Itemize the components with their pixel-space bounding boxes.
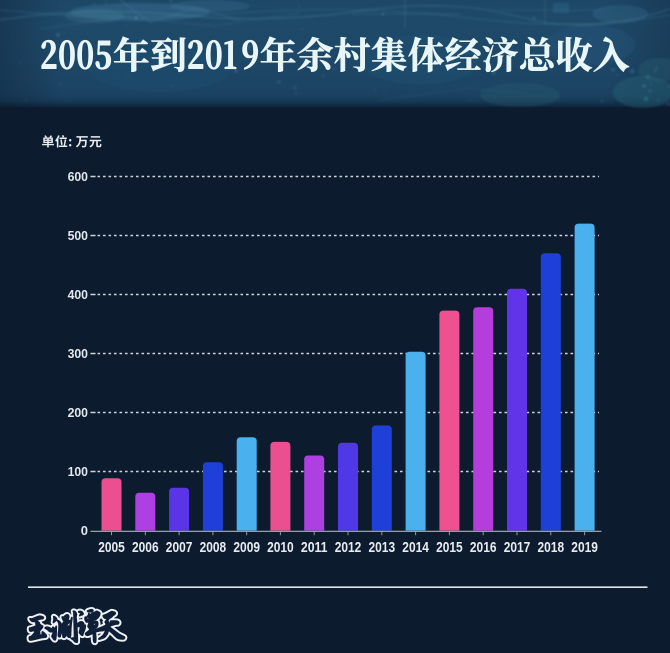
svg-text:2016: 2016: [470, 540, 497, 556]
svg-text:0: 0: [81, 523, 88, 538]
svg-text:300: 300: [68, 346, 88, 361]
svg-text:2018: 2018: [538, 540, 565, 556]
svg-text:2015: 2015: [436, 540, 463, 556]
svg-text:200: 200: [68, 405, 88, 420]
svg-text:2017: 2017: [504, 540, 531, 556]
svg-text:2008: 2008: [200, 540, 227, 556]
svg-text:2012: 2012: [335, 540, 362, 556]
svg-text:100: 100: [68, 464, 88, 479]
svg-text:400: 400: [68, 287, 88, 302]
svg-text:2006: 2006: [132, 540, 159, 556]
svg-text:500: 500: [68, 228, 88, 243]
svg-text:2019: 2019: [571, 540, 598, 556]
svg-text:2007: 2007: [166, 540, 193, 556]
svg-text:2009: 2009: [233, 540, 260, 556]
svg-text:2014: 2014: [402, 540, 429, 556]
svg-text:2005: 2005: [98, 540, 125, 556]
svg-text:2010: 2010: [267, 540, 294, 556]
svg-text:600: 600: [68, 169, 88, 184]
svg-text:2011: 2011: [301, 540, 328, 556]
svg-text:2013: 2013: [369, 540, 396, 556]
